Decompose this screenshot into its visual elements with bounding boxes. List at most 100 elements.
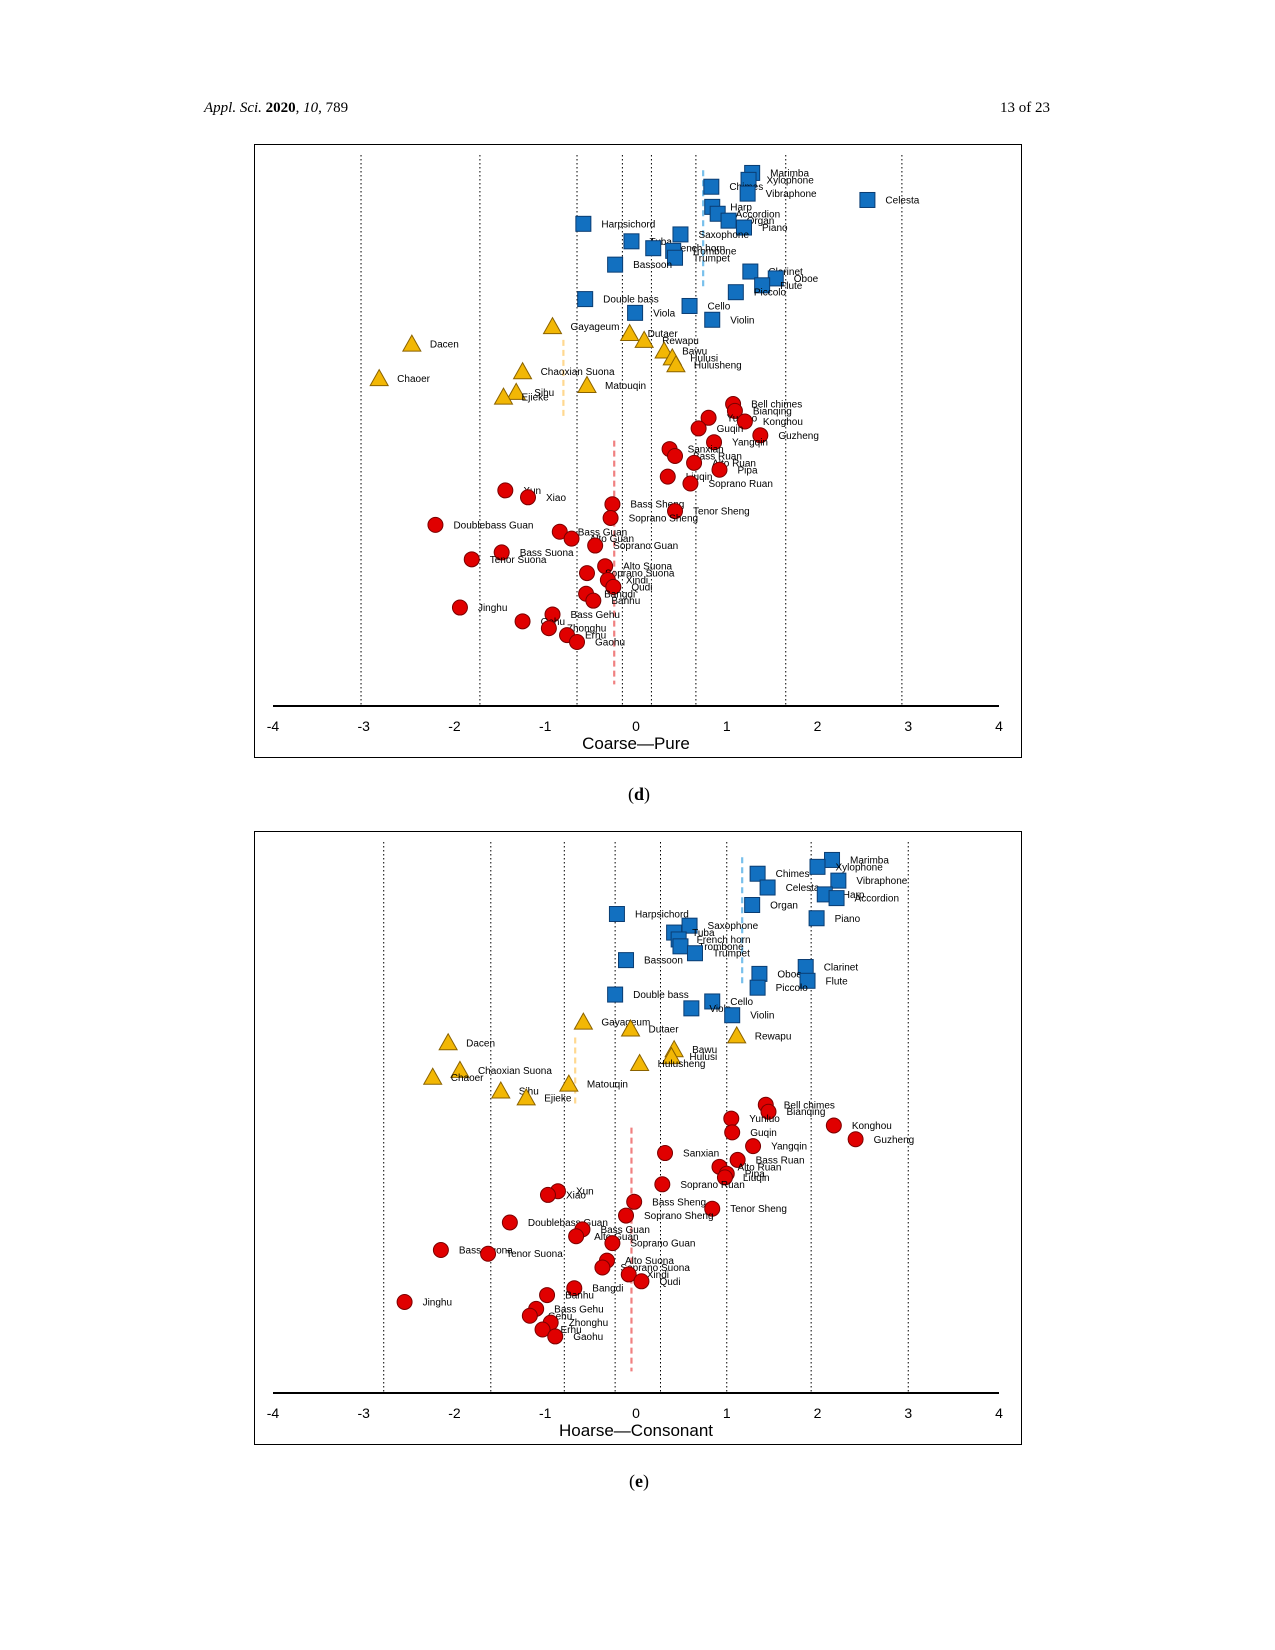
data-point-label: Ejieke <box>522 393 550 404</box>
data-point-circle <box>604 496 621 513</box>
data-point-square <box>575 215 592 232</box>
data-point-label: Tenor Suona <box>490 555 547 566</box>
x-tick-label: 0 <box>632 718 640 734</box>
data-point-label: Qudi <box>659 1277 680 1288</box>
data-point-circle <box>724 1124 741 1141</box>
data-point-square <box>735 219 752 236</box>
data-point-label: Chaoer <box>451 1073 484 1084</box>
data-point-label: Harp <box>843 890 865 901</box>
x-tick-label: 4 <box>995 1405 1003 1421</box>
data-point-label: Bass Gehu <box>571 610 620 621</box>
data-point-square <box>799 972 816 989</box>
data-point-label: Bass Guan <box>578 527 627 538</box>
data-point-label: Xiao <box>566 1190 586 1201</box>
data-point-label: Piano <box>835 914 861 925</box>
data-point-square <box>704 311 721 328</box>
data-point-square <box>830 872 847 889</box>
x-tick-label: 1 <box>723 718 731 734</box>
data-point-triangle <box>401 334 422 352</box>
data-point-circle <box>729 1151 746 1168</box>
data-point-triangle <box>620 1019 641 1037</box>
data-point-label: Soprano Suona <box>620 1263 690 1274</box>
data-point-label: Soprano Sheng <box>644 1211 714 1222</box>
data-point-label: Gaohu <box>595 638 625 649</box>
data-point-label: Soprano Ruan <box>708 479 773 490</box>
data-point-circle <box>659 468 676 485</box>
data-point-square <box>681 297 698 314</box>
data-point-label: Hulusheng <box>658 1059 706 1070</box>
data-point-square <box>683 1000 700 1017</box>
data-point-label: Vibraphone <box>766 189 817 200</box>
data-point-label: Cello <box>708 301 731 312</box>
data-point-square <box>686 945 703 962</box>
x-tick-label: -3 <box>358 718 371 734</box>
data-point-square <box>703 178 720 195</box>
data-point-label: Trumpet <box>693 253 730 264</box>
data-point-circle <box>626 1193 643 1210</box>
data-point-label: Tenor Sheng <box>693 507 750 518</box>
data-point-label: Bass Gehu <box>554 1304 603 1315</box>
data-point-triangle <box>493 387 514 405</box>
data-point-label: Bianqing <box>753 406 792 417</box>
data-point-circle <box>568 1228 585 1245</box>
data-point-label: Xiao <box>546 493 566 504</box>
x-tick-label: -4 <box>267 718 280 734</box>
data-point-circle <box>539 1287 556 1304</box>
data-point-circle <box>451 599 468 616</box>
data-point-square <box>828 890 845 907</box>
data-point-label: Matouqin <box>605 381 646 392</box>
data-point-label: French horn <box>697 935 751 946</box>
data-point-triangle <box>490 1081 511 1099</box>
x-tick-label: -1 <box>539 718 552 734</box>
data-point-label: Accordion <box>855 894 899 905</box>
data-point-label: Alto Ruan <box>712 458 756 469</box>
data-point-label: Rewapu <box>662 336 699 347</box>
data-point-label: Organ <box>747 216 775 227</box>
data-point-square <box>751 965 768 982</box>
data-point-label: Sanxian <box>688 445 724 456</box>
data-point-label: Organ <box>770 901 798 912</box>
data-point-label: Soprano Suona <box>605 569 675 580</box>
data-point-label: Rewapu <box>755 1031 792 1042</box>
data-point-label: Alto Ruan <box>737 1162 781 1173</box>
data-point-label: Xun <box>576 1187 594 1198</box>
data-point-label: Bass Suona <box>520 548 574 559</box>
data-point-circle <box>547 1328 564 1345</box>
data-point-label: Alto Suona <box>625 1256 674 1267</box>
data-point-circle <box>620 1266 637 1283</box>
data-point-circle <box>520 489 537 506</box>
data-point-label: Yangqin <box>732 438 768 449</box>
data-point-circle <box>633 1273 650 1290</box>
data-point-square <box>667 249 684 266</box>
data-point-label: Viola <box>709 1004 731 1015</box>
data-point-circle <box>463 551 480 568</box>
data-point-circle <box>540 620 557 637</box>
data-point-label: Bangdi <box>604 589 635 600</box>
x-tick-label: -1 <box>539 1405 552 1421</box>
data-point-label: Tuba <box>692 928 715 939</box>
data-point-label: Trumpet <box>713 949 750 960</box>
data-point-label: Saxophone <box>698 230 749 241</box>
data-point-circle <box>566 1280 583 1297</box>
data-point-label: Dacen <box>430 340 459 351</box>
journal-year: 2020 <box>265 100 296 116</box>
data-point-label: Hulusi <box>689 1052 717 1063</box>
data-point-label: Bass Ruan <box>693 451 742 462</box>
data-point-triangle <box>577 375 597 393</box>
data-point-triangle <box>512 361 533 380</box>
data-point-label: Bass Sheng <box>652 1197 706 1208</box>
x-tick-label: 3 <box>904 718 912 734</box>
data-point-label: Bianqing <box>786 1107 825 1118</box>
data-point-label: Harpsichord <box>601 219 655 230</box>
data-point-label: Hulusheng <box>694 360 742 371</box>
data-point-label: Gayageum <box>571 322 620 333</box>
data-point-circle <box>686 454 703 471</box>
data-point-label: Vibraphone <box>856 876 907 887</box>
data-point-label: Marimba <box>770 168 809 179</box>
data-point-square <box>754 277 771 294</box>
data-point-label: Clarinet <box>768 267 803 278</box>
data-point-label: Jinghu <box>478 603 507 614</box>
chart-hoarse-consonant: -4 -3 -2 -1 0 1 2 3 4 Hoarse—Consonant Marimba Xylo… <box>254 831 1022 1445</box>
data-point-label: Gehu <box>548 1311 572 1322</box>
data-point-label: Tenor Sheng <box>730 1204 787 1215</box>
